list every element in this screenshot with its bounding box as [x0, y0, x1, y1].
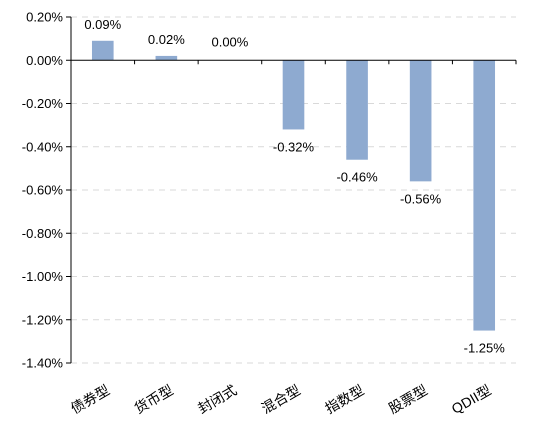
bar-6: [473, 60, 496, 331]
y-tick-label: 0.00%: [26, 53, 63, 68]
bar-0: [91, 40, 114, 61]
y-tick-label: -0.60%: [22, 183, 64, 198]
y-tick-label: -0.80%: [22, 226, 64, 241]
data-label-1: 0.02%: [148, 32, 185, 47]
y-tick-label: -1.00%: [22, 269, 64, 284]
bars: [91, 40, 517, 331]
category-label-5: 股票型: [386, 382, 430, 417]
y-tick-labels: 0.20% 0.00% -0.20% -0.40% -0.60% -0.80% -1.00%…: [22, 10, 71, 371]
y-tick-label: 0.20%: [26, 10, 63, 25]
y-tick-label: -0.20%: [22, 96, 64, 111]
bar-5: [409, 60, 432, 182]
category-label-1: 货币型: [131, 382, 175, 417]
data-labels: 0.09% 0.02% 0.00% -0.32% -0.46% -0.56% -1.25%: [84, 17, 505, 356]
y-tick-label: -1.40%: [22, 356, 64, 371]
data-label-3: -0.32%: [273, 139, 315, 154]
category-label-2: 封闭式: [195, 382, 239, 417]
category-label-3: 混合型: [259, 382, 303, 417]
category-labels: 债券型 货币型 封闭式 混合型 指数型 股票型 QDII型: [68, 382, 494, 417]
bar-3: [282, 60, 305, 130]
category-label-4: 指数型: [322, 382, 366, 417]
data-label-6: -1.25%: [464, 341, 506, 356]
data-label-0: 0.09%: [84, 17, 121, 32]
y-tick-label: -0.40%: [22, 139, 64, 154]
category-label-6: QDII型: [449, 382, 494, 417]
data-label-4: -0.46%: [336, 170, 378, 185]
y-tick-label: -1.20%: [22, 312, 64, 327]
data-label-2: 0.00%: [211, 34, 248, 49]
data-label-5: -0.56%: [400, 191, 442, 206]
bar-1: [155, 55, 178, 61]
bar-4: [346, 60, 368, 160]
category-label-0: 债券型: [68, 382, 112, 417]
